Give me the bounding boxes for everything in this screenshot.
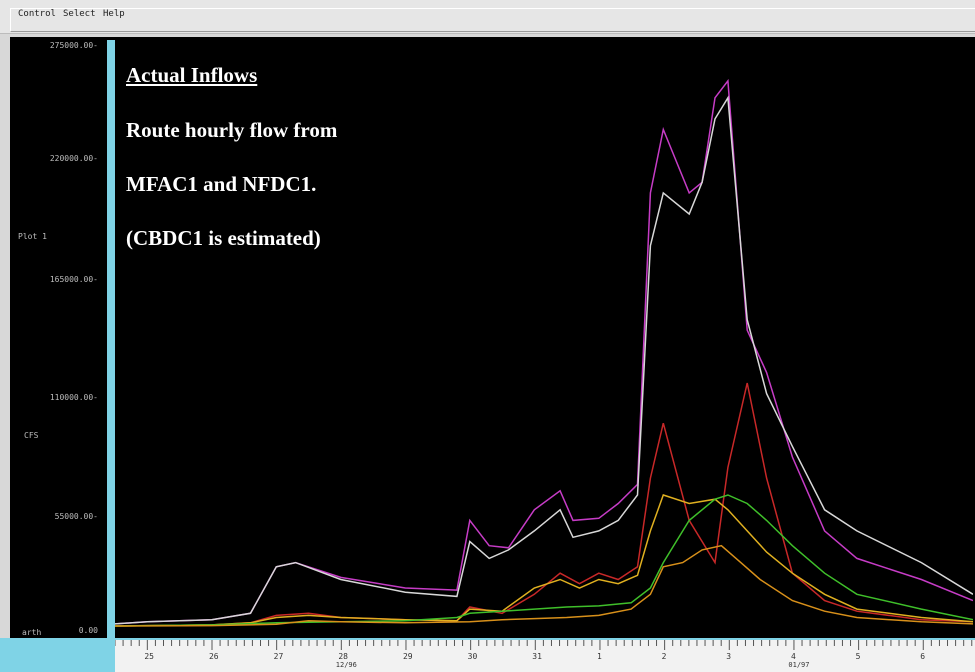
series-line-1 <box>115 78 973 625</box>
series-line-2 <box>115 95 973 625</box>
flow-chart <box>115 78 973 627</box>
y-tick-label: 110000.00- <box>49 393 98 402</box>
x-tick-label: 25 <box>144 652 154 661</box>
y-tick-label: 55000.00- <box>54 512 98 521</box>
x-tick-label: 5 <box>855 652 861 661</box>
x-tick-label: 26 <box>208 652 219 661</box>
menu-select[interactable]: Select <box>63 9 96 19</box>
series-line-3 <box>115 382 973 627</box>
y-tick-label: 220000.00- <box>49 154 98 163</box>
x-month-label: 01/97 <box>788 661 810 669</box>
x-tick-label: 29 <box>402 652 413 661</box>
x-tick-label: 2 <box>661 652 667 661</box>
series-line-5 <box>115 494 973 627</box>
annotation-line3: (CBDC1 is estimated) <box>126 226 321 250</box>
menu-control[interactable]: Control <box>18 9 56 19</box>
menu-bar <box>0 0 975 34</box>
x-tick-label: 4 <box>790 652 796 661</box>
x-tick-label: 3 <box>726 652 732 661</box>
annotation-line1: Route hourly flow from <box>126 118 338 142</box>
x-month-label: 12/96 <box>335 661 357 669</box>
x-tick-label: 1 <box>596 652 602 661</box>
corner-label: arth <box>22 628 42 637</box>
series-line-6 <box>115 544 973 627</box>
x-tick-label: 6 <box>920 652 926 661</box>
series-line-4 <box>115 494 973 627</box>
plot-area <box>10 37 975 638</box>
plot-scroll-bar[interactable] <box>107 40 115 638</box>
menu-bar-frame <box>10 8 975 32</box>
y-tick-label: 275000.00- <box>49 41 98 50</box>
annotation-title: Actual Inflows <box>126 63 258 87</box>
y-unit-label: CFS <box>24 431 39 440</box>
plot-label: Plot 1 <box>18 232 47 241</box>
annotation-line2: MFAC1 and NFDC1. <box>126 172 317 196</box>
y-tick-label: 0.00 <box>78 626 98 635</box>
x-tick-label: 30 <box>467 652 478 661</box>
x-tick-label: 28 <box>338 652 348 661</box>
x-tick-label: 31 <box>532 652 542 661</box>
menu-help[interactable]: Help <box>103 9 125 19</box>
y-tick-label: 165000.00- <box>49 275 98 284</box>
x-tick-label: 27 <box>273 652 284 661</box>
